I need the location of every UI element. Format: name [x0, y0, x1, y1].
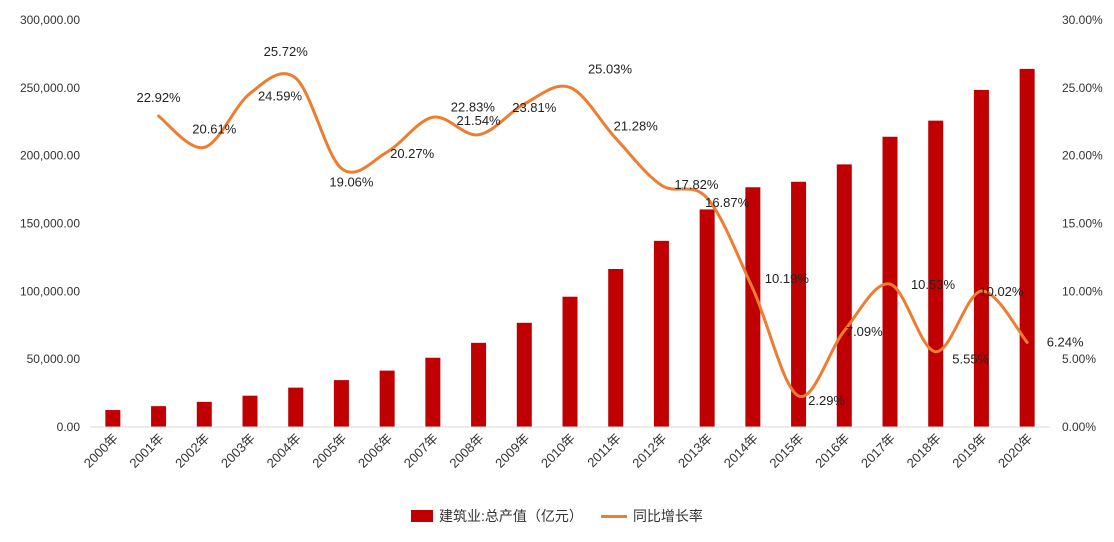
legend-line-swatch — [600, 514, 627, 518]
line-data-label: 2.29% — [808, 393, 845, 408]
x-tick-label: 2015年 — [766, 431, 806, 471]
bar — [836, 164, 852, 427]
line-data-label: 6.24% — [1047, 334, 1084, 349]
bar — [516, 322, 532, 427]
line-data-label: 7.09% — [846, 324, 883, 339]
line-data-labels: 22.92% 20.61% 24.59% 25.72% 19.06% 20.27% 22.8… — [137, 44, 1084, 408]
x-tick-label: 2009年 — [492, 431, 532, 471]
line-data-label: 22.92% — [137, 90, 182, 105]
right-axis: 0.00% 5.00% 10.00% 15.00% 20.00% 25.00% 30.00% — [1062, 13, 1103, 434]
x-tick-label: 2017年 — [858, 431, 898, 471]
line-data-label: 25.72% — [264, 44, 309, 59]
x-tick-label: 2004年 — [264, 431, 304, 471]
x-tick-label: 2000年 — [81, 431, 121, 471]
line-data-label: 5.55% — [952, 352, 989, 367]
bar — [242, 395, 258, 427]
y-right-tick-label: 25.00% — [1062, 81, 1103, 95]
x-tick-label: 2010年 — [538, 431, 578, 471]
y-left-tick-label: 50,000.00 — [27, 352, 81, 366]
y-left-tick-label: 300,000.00 — [20, 13, 80, 27]
legend-item-line: 同比增长率 — [600, 506, 703, 526]
line-data-label: 10.02% — [979, 284, 1024, 299]
x-tick-label: 2003年 — [218, 431, 258, 471]
x-tick-label: 2008年 — [446, 431, 486, 471]
line-data-label: 21.54% — [457, 113, 502, 128]
bar — [882, 136, 898, 427]
legend-bar-swatch — [411, 510, 434, 522]
line-data-label: 22.83% — [451, 99, 496, 114]
x-tick-label: 2007年 — [401, 431, 441, 471]
bar — [379, 370, 395, 427]
bar — [928, 120, 944, 427]
y-left-tick-label: 150,000.00 — [20, 217, 80, 231]
x-tick-label: 2019年 — [949, 431, 989, 471]
bar — [333, 380, 349, 427]
x-tick-label: 2016年 — [812, 431, 852, 471]
bar — [791, 181, 807, 427]
x-tick-label: 2020年 — [995, 431, 1035, 471]
y-left-tick-label: 200,000.00 — [20, 149, 80, 163]
bar — [973, 89, 989, 428]
x-tick-label: 2001年 — [126, 431, 166, 471]
line-data-label: 21.28% — [614, 118, 659, 133]
growth-rate-line — [157, 72, 1029, 398]
legend-item-bar: 建筑业:总产值（亿元） — [411, 506, 583, 526]
x-tick-label: 2002年 — [172, 431, 212, 471]
bar — [105, 410, 121, 427]
line-data-label: 23.81% — [512, 100, 557, 115]
x-axis: 2000年 2001年 2002年 2003年 2004年 2005年 2006年 2007年… — [81, 426, 1050, 471]
bar — [471, 342, 487, 427]
x-tick-label: 2011年 — [584, 431, 624, 471]
y-right-tick-label: 20.00% — [1062, 149, 1103, 163]
bar — [425, 357, 441, 427]
x-tick-label: 2013年 — [675, 431, 715, 471]
bar — [562, 296, 578, 427]
legend: 建筑业:总产值（亿元） 同比增长率 — [0, 504, 1114, 528]
bar — [1019, 68, 1035, 428]
x-tick-label: 2005年 — [309, 431, 349, 471]
line-data-label: 20.61% — [192, 121, 237, 136]
left-axis: 0.00 50,000.00 100,000.00 150,000.00 200,000… — [20, 13, 80, 434]
line-series — [157, 72, 1029, 398]
line-data-label: 19.06% — [329, 174, 374, 189]
x-tick-label: 2018年 — [904, 431, 944, 471]
bar — [653, 240, 669, 427]
line-data-label: 24.59% — [258, 88, 303, 103]
y-left-tick-label: 250,000.00 — [20, 81, 80, 95]
y-left-tick-label: 100,000.00 — [20, 284, 80, 298]
legend-line-label: 同比增长率 — [632, 508, 703, 524]
bar — [699, 209, 715, 427]
y-right-tick-label: 30.00% — [1062, 13, 1103, 27]
x-tick-label: 2006年 — [355, 431, 395, 471]
y-right-tick-label: 15.00% — [1062, 217, 1103, 231]
x-tick-label: 2012年 — [629, 431, 669, 471]
y-right-tick-label: 5.00% — [1062, 352, 1096, 366]
line-data-label: 10.19% — [765, 271, 810, 286]
legend-bar-label: 建筑业:总产值（亿元） — [439, 508, 583, 524]
bar — [288, 387, 304, 427]
line-data-label: 16.87% — [705, 195, 750, 210]
line-data-label: 10.53% — [911, 277, 956, 292]
bar-series — [105, 68, 1035, 428]
bar — [745, 187, 761, 427]
bar — [196, 401, 212, 427]
line-data-label: 17.82% — [674, 177, 719, 192]
line-data-label: 25.03% — [588, 61, 633, 76]
y-left-tick-label: 0.00 — [57, 420, 81, 434]
y-right-tick-label: 0.00% — [1062, 420, 1096, 434]
x-tick-label: 2014年 — [721, 431, 761, 471]
bar — [151, 406, 167, 427]
y-right-tick-label: 10.00% — [1062, 284, 1103, 298]
bar — [608, 268, 624, 427]
line-data-label: 20.27% — [390, 146, 435, 161]
